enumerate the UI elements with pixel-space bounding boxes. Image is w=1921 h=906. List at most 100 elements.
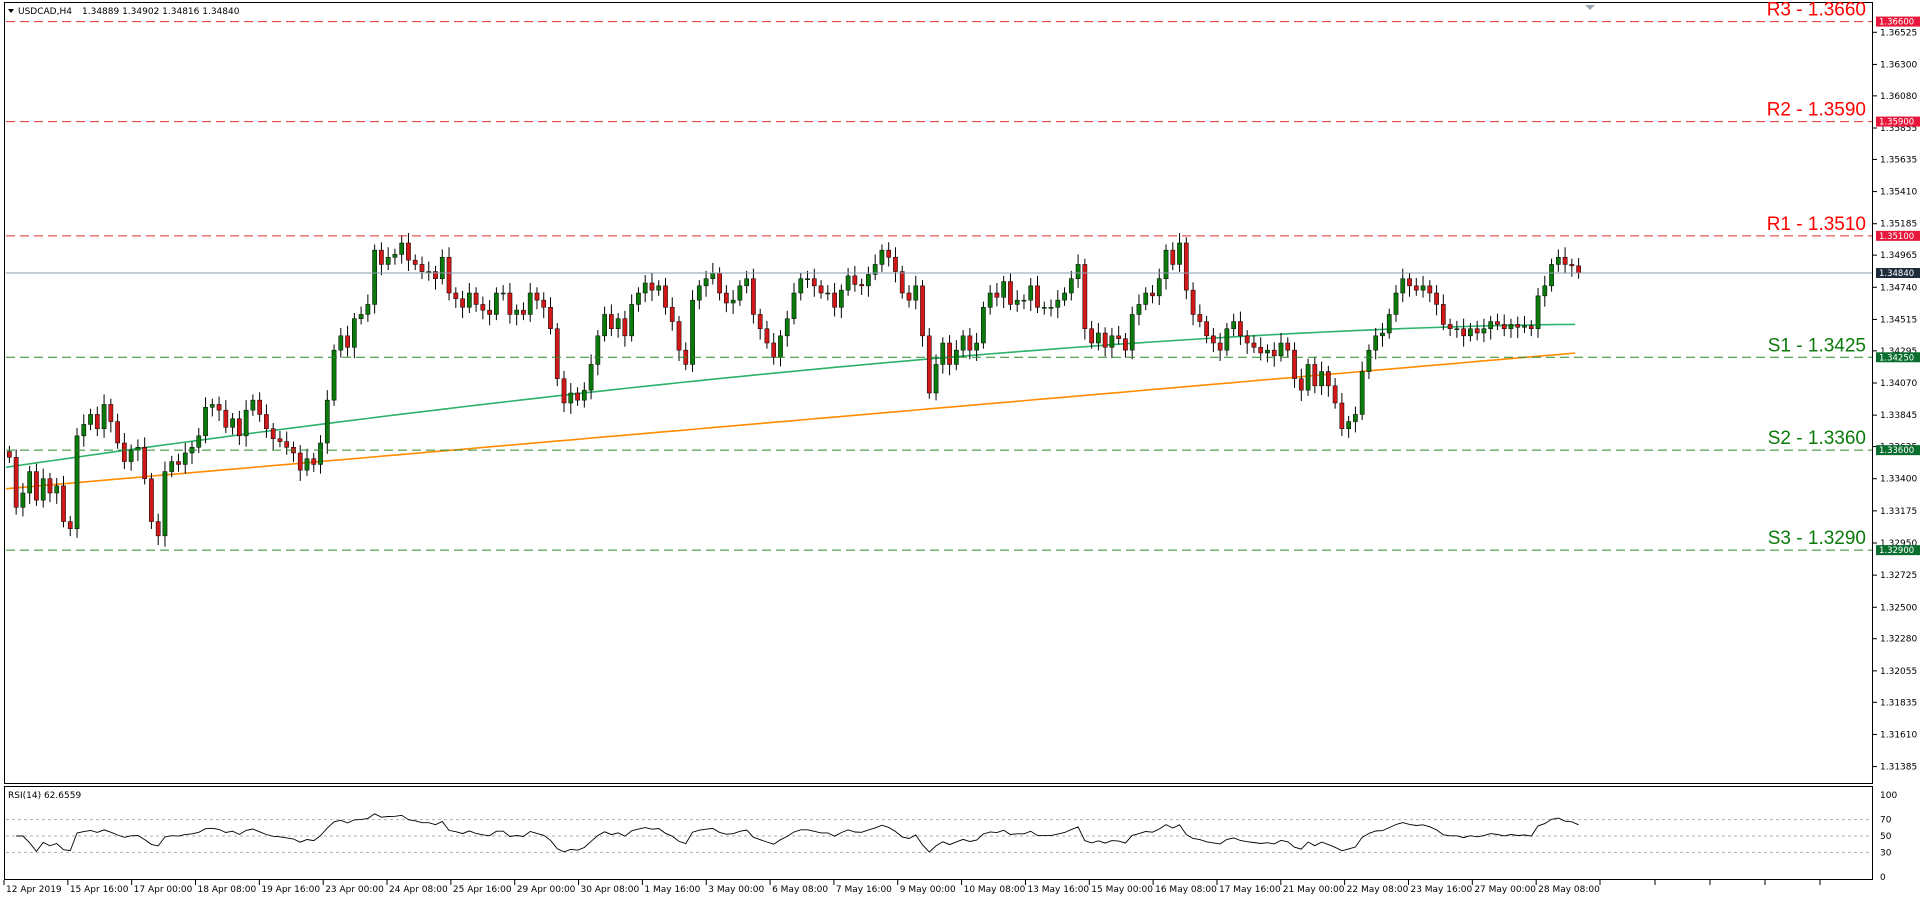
candle-body [426,271,432,273]
candle-body [162,471,168,537]
y-tick-label: 1.35855 [1880,124,1917,134]
candle-body [277,438,283,442]
candle [1231,313,1237,337]
candle-body [1488,321,1494,329]
candle [419,256,425,279]
candle-body [1447,324,1453,329]
candle-body [1420,285,1426,291]
y-tick-label: 1.33845 [1880,411,1917,421]
candle-body [609,314,614,329]
candle [622,310,628,347]
y-tick-label: 1.34295 [1880,347,1917,357]
candle-body [568,392,574,404]
candle [1353,406,1358,433]
x-tick-label: 9 May 00:00 [900,885,956,895]
shift-marker-icon[interactable] [1585,5,1595,10]
candle [791,283,797,325]
candle-body [1244,335,1250,344]
candle-body [1163,249,1169,279]
candle [1298,368,1304,401]
candle [1048,299,1054,317]
y-tick-label: 1.31610 [1880,730,1917,740]
candle-body [101,404,107,429]
candle [1522,315,1527,333]
candle [568,383,574,414]
header-dropdown-icon[interactable] [8,9,14,13]
candle-body [906,292,912,301]
candle [34,463,39,506]
rsi-indicator: 100 70 50 30 0 [6,791,1897,883]
candle [209,398,215,417]
candle-body [1407,278,1412,287]
candle [1224,323,1230,356]
x-tick-label: 23 May 16:00 [1410,885,1472,895]
candle [717,267,722,301]
candle-body [730,299,736,304]
candle [1332,378,1338,409]
candle [1373,328,1379,360]
x-tick-label: 15 May 00:00 [1091,885,1153,895]
candle [115,413,120,449]
rsi-pane-frame [4,786,1873,880]
candle-body [108,404,114,422]
candle [1204,315,1209,344]
candle-body [1075,264,1081,279]
x-tick-label: 17 May 16:00 [1219,885,1281,895]
candle-body [588,364,594,391]
candle [243,400,249,447]
candle [392,248,398,265]
y-tick-label: 1.32950 [1880,539,1917,549]
candle-body [1326,371,1331,387]
candle-body [805,278,810,280]
candle-body [358,314,364,319]
y-tick-label: 1.36300 [1880,60,1917,70]
candle-body [439,257,445,279]
candle [1082,258,1088,340]
candle-body [122,442,127,462]
candle [128,444,134,471]
candle-body [1569,264,1575,267]
candle-body [541,299,547,308]
candle-body [1041,307,1047,309]
y-tick-label: 1.35185 [1880,220,1917,230]
candle [1420,275,1426,298]
candle-body [1129,314,1135,351]
candle-body [852,275,858,285]
candle [494,287,499,321]
candle-body [811,278,817,287]
candle [1258,337,1264,361]
rsi-tick-label: 70 [1880,816,1892,826]
candle [453,287,459,308]
candle-body [967,335,973,351]
candle-body [1224,328,1230,351]
candle-body [521,309,526,315]
candle-body [182,452,188,465]
candle [656,280,662,296]
candle [162,461,168,547]
candle [1102,327,1108,357]
candle-body [433,271,438,279]
candle [514,304,520,326]
candle-body [676,321,682,351]
candle-body [1062,292,1067,301]
candle-body [243,409,249,437]
candle [541,292,547,319]
candle-body [494,292,499,315]
candle-body [1373,335,1379,351]
candle-body [561,378,567,404]
candle [1393,285,1399,322]
candle [1312,356,1318,394]
candle-body [1014,299,1020,305]
candle-body [406,242,411,261]
level-label: S1 - 1.3425 [1768,335,1866,356]
candle [554,323,560,387]
level-price-tag [1876,545,1920,556]
candle [61,475,66,528]
candle-body [1271,349,1277,357]
candle [47,473,53,503]
candle-body [460,298,465,308]
candle-body [1008,281,1013,305]
candle [1305,358,1311,396]
candle [1339,393,1345,437]
